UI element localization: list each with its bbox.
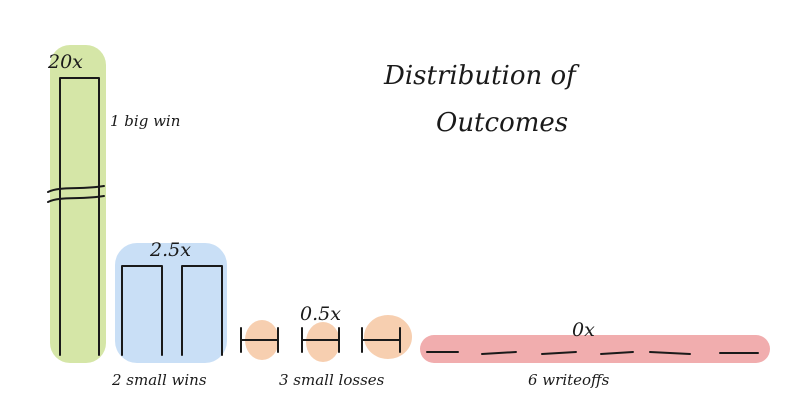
small-losses-group-label: 3 small losses xyxy=(279,371,385,389)
writeoff-dashes xyxy=(426,351,759,355)
axis-break-mark xyxy=(47,185,105,203)
small-loss-bar-3 xyxy=(361,327,401,353)
writeoffs-group-label: 6 writeoffs xyxy=(528,371,610,389)
big-win-value-label: 20x xyxy=(47,51,83,73)
small-loss-blob-2 xyxy=(306,322,340,362)
small-win-bar-1 xyxy=(121,265,163,356)
small-loss-bar-1 xyxy=(240,327,279,353)
small-wins-group-label: 2 small wins xyxy=(111,371,207,389)
writeoffs-highlight xyxy=(420,335,770,363)
big-win-group-label: 1 big win xyxy=(110,112,180,130)
small-wins-value-label: 2.5x xyxy=(149,239,191,261)
chart-title-line-1: Distribution of xyxy=(383,61,580,91)
small-win-bar-2 xyxy=(181,265,223,356)
big-win-highlight xyxy=(50,45,106,363)
big-win-bar xyxy=(59,77,100,356)
small-loss-blob-3 xyxy=(364,315,412,359)
small-wins-highlight xyxy=(115,243,227,363)
writeoffs-value-label: 0x xyxy=(572,319,595,341)
small-loss-bar-2 xyxy=(301,327,340,353)
small-losses-value-label: 0.5x xyxy=(300,303,341,325)
chart-title-line-2: Outcomes xyxy=(436,108,568,138)
